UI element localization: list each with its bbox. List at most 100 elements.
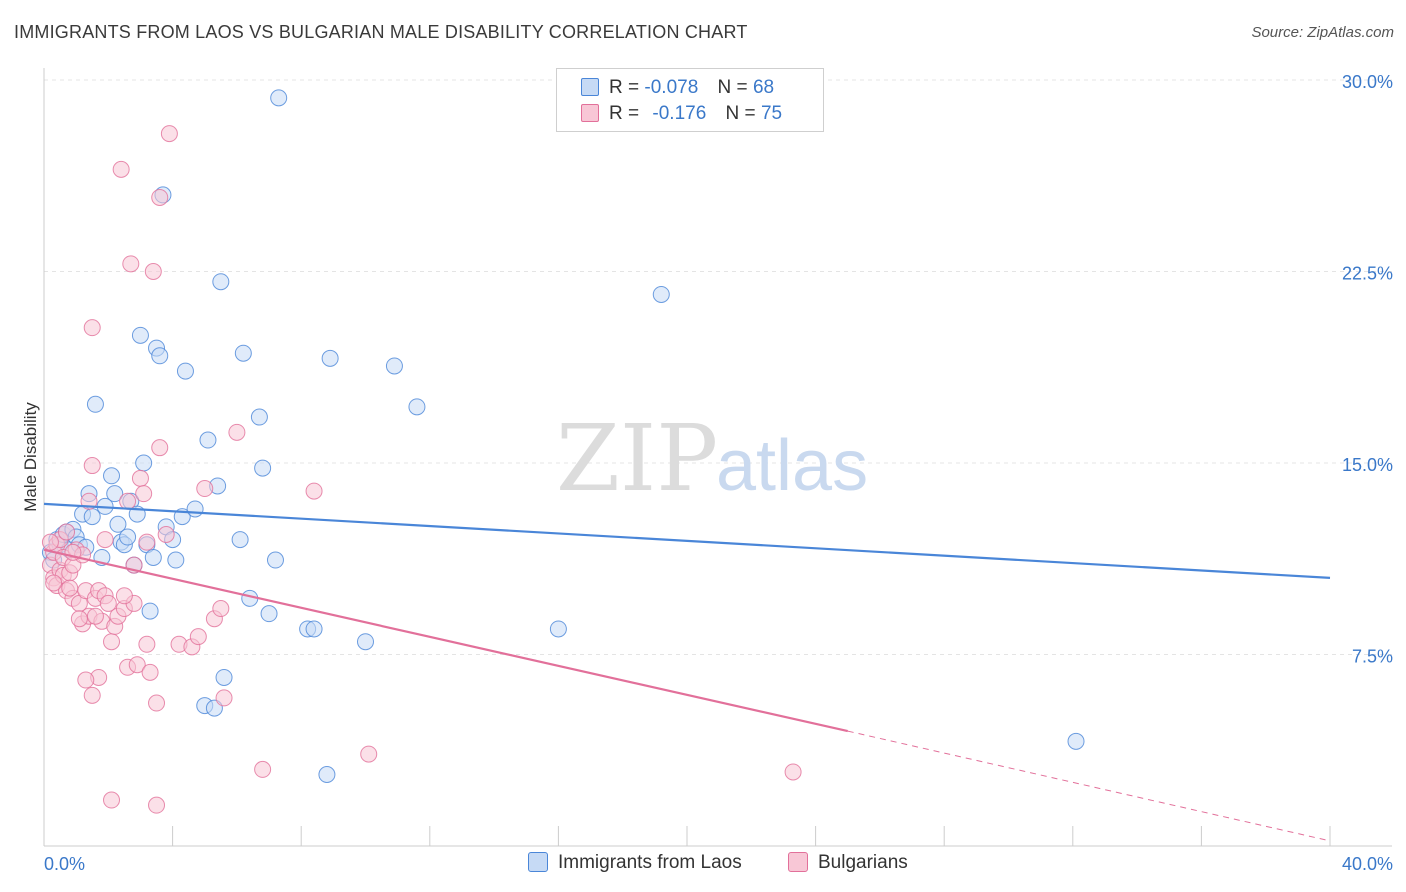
- laos-swatch: [581, 78, 599, 96]
- point-bulgarians: [86, 607, 104, 625]
- point-bulgarians: [70, 610, 88, 628]
- trend-layer: [43, 502, 1331, 842]
- point-bulgarians: [151, 188, 169, 206]
- point-laos: [119, 528, 137, 546]
- point-bulgarians: [58, 523, 76, 541]
- point-bulgarians: [61, 579, 79, 597]
- point-bulgarians: [305, 482, 323, 500]
- bulgarians-n-label: N =: [725, 103, 756, 124]
- point-laos: [103, 467, 121, 485]
- point-bulgarians: [131, 469, 149, 487]
- point-bulgarians: [157, 525, 175, 543]
- y-tick-label: 30.0%: [1342, 72, 1393, 92]
- point-bulgarians: [148, 694, 166, 712]
- point-laos: [141, 602, 159, 620]
- point-laos: [131, 326, 149, 344]
- y-tick-label: 7.5%: [1352, 647, 1393, 667]
- point-bulgarians: [96, 531, 114, 549]
- point-bulgarians: [115, 587, 133, 605]
- point-laos: [231, 531, 249, 549]
- point-bulgarians: [135, 485, 153, 503]
- point-bulgarians: [138, 635, 156, 653]
- bottom-legend-bulgarians: Bulgarians: [788, 852, 908, 874]
- point-laos: [212, 273, 230, 291]
- point-laos: [408, 398, 426, 416]
- point-bulgarians: [122, 255, 140, 273]
- point-bulgarians: [103, 791, 121, 809]
- stats-legend-row-bulgarians: R = -0.176 N = 75: [581, 103, 782, 125]
- point-laos: [106, 485, 124, 503]
- chart-title: IMMIGRANTS FROM LAOS VS BULGARIAN MALE D…: [14, 22, 748, 42]
- point-bulgarians: [99, 594, 117, 612]
- bottom-legend-laos-label: Immigrants from Laos: [558, 852, 742, 873]
- watermark: ZIP atlas: [556, 405, 868, 512]
- point-laos: [318, 766, 336, 784]
- point-bulgarians: [148, 796, 166, 814]
- point-bulgarians: [83, 319, 101, 337]
- laos-r-value: -0.078: [644, 77, 699, 98]
- point-bulgarians: [189, 628, 207, 646]
- point-laos: [652, 285, 670, 303]
- point-laos: [199, 431, 217, 449]
- point-laos: [549, 620, 567, 638]
- point-laos: [321, 349, 339, 367]
- point-bulgarians: [212, 600, 230, 618]
- point-laos: [254, 459, 272, 477]
- label-layer: 7.5% 15.0% 22.5% 30.0% 0.0% 40.0% Male Disabil…: [21, 72, 1393, 874]
- point-laos: [234, 344, 252, 362]
- point-laos: [1067, 732, 1085, 750]
- y-tick-label: 22.5%: [1342, 264, 1393, 284]
- point-laos: [151, 347, 169, 365]
- laos-n-value: 68: [752, 77, 775, 98]
- point-bulgarians: [196, 480, 214, 498]
- bottom-legend-laos: Immigrants from Laos: [528, 852, 742, 874]
- chart-source: Source: ZipAtlas.com: [1251, 24, 1394, 41]
- point-bulgarians: [141, 663, 159, 681]
- point-laos: [167, 551, 185, 569]
- point-laos: [215, 668, 233, 686]
- point-bulgarians: [228, 423, 246, 441]
- point-bulgarians: [103, 633, 121, 651]
- point-laos: [176, 362, 194, 380]
- points-layer: [41, 89, 1085, 814]
- y-tick-label: 15.0%: [1342, 455, 1393, 475]
- point-bulgarians: [360, 745, 378, 763]
- point-laos: [135, 454, 153, 472]
- point-bulgarians: [83, 457, 101, 475]
- watermark-atlas: atlas: [716, 426, 868, 506]
- point-laos: [385, 357, 403, 375]
- point-laos: [86, 395, 104, 413]
- bulgarians-r-value: -0.176: [652, 103, 707, 124]
- point-bulgarians: [45, 574, 63, 592]
- axis-layer: [43, 68, 1392, 847]
- bulgarians-swatch: [581, 104, 599, 122]
- point-laos: [250, 408, 268, 426]
- point-bulgarians: [160, 125, 178, 143]
- point-bulgarians: [215, 689, 233, 707]
- point-laos: [109, 515, 127, 533]
- point-bulgarians: [77, 671, 95, 689]
- stats-legend: R = -0.078 N = 68 R = -0.176 N = 75: [556, 68, 824, 132]
- point-bulgarians: [151, 439, 169, 457]
- bulgarians-n-value: 75: [760, 103, 783, 124]
- point-bulgarians: [119, 492, 137, 510]
- trend-line-bulgarians-extension: [847, 730, 1331, 842]
- point-bulgarians: [41, 533, 59, 551]
- laos-r-label: R =: [609, 77, 640, 98]
- point-laos: [144, 548, 162, 566]
- point-bulgarians: [83, 686, 101, 704]
- y-axis-title: Male Disability: [21, 402, 40, 512]
- point-laos: [305, 620, 323, 638]
- laos-n-label: N =: [717, 77, 748, 98]
- point-bulgarians: [128, 656, 146, 674]
- x-tick-label: 40.0%: [1342, 854, 1393, 874]
- point-bulgarians: [144, 263, 162, 280]
- x-tick-label: 0.0%: [44, 854, 85, 874]
- point-laos: [270, 89, 288, 107]
- point-laos: [260, 605, 278, 623]
- bottom-legend-bulgarians-swatch: [788, 852, 808, 872]
- trend-line-bulgarians: [43, 548, 848, 733]
- point-laos: [186, 500, 204, 518]
- point-bulgarians: [254, 760, 272, 778]
